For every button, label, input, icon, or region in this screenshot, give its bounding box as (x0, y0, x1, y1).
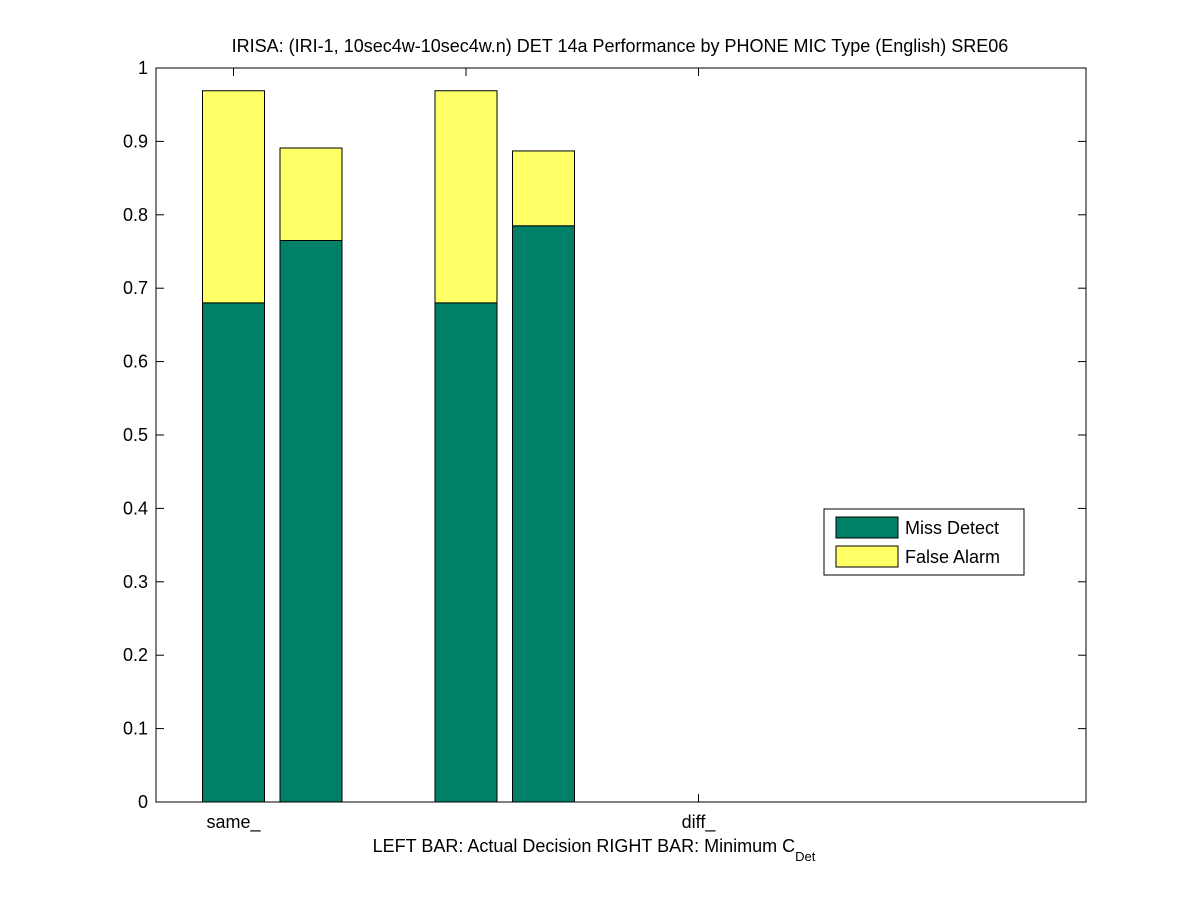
y-tick-label: 0.9 (123, 131, 148, 151)
y-tick-label: 0.2 (123, 645, 148, 665)
bars-group (202, 90, 575, 803)
y-tick-label: 0.5 (123, 425, 148, 445)
y-tick-label: 0.1 (123, 719, 148, 739)
legend-swatch-false-alarm (835, 545, 899, 568)
y-tick-label: 0.3 (123, 572, 148, 592)
y-tick-label: 0 (138, 792, 148, 812)
chart-title: IRISA: (IRI-1, 10sec4w-10sec4w.n) DET 14… (232, 36, 1009, 56)
bar-miss-detect (202, 302, 265, 803)
x-tick-labels: same_ diff_ (206, 812, 716, 833)
y-tick-labels: 0 0.1 0.2 0.3 0.4 0.5 0.6 0.7 0.8 0.9 1 (123, 58, 148, 812)
x-axis-label-subscript: Det (795, 849, 816, 864)
legend: Miss Detect False Alarm (823, 508, 1025, 576)
legend-swatch-miss-detect (835, 516, 899, 539)
legend-label-false-alarm: False Alarm (905, 547, 1000, 567)
bar-miss-detect (512, 225, 575, 803)
y-tick-label: 0.7 (123, 278, 148, 298)
bar-miss-detect (434, 302, 498, 803)
x-axis-label-main: LEFT BAR: Actual Decision RIGHT BAR: Min… (373, 836, 795, 856)
y-tick-label: 0.6 (123, 352, 148, 372)
y-tick-label: 0.8 (123, 205, 148, 225)
bar-false-alarm (434, 90, 498, 304)
y-tick-label: 1 (138, 58, 148, 78)
x-axis-label: LEFT BAR: Actual Decision RIGHT BAR: Min… (373, 836, 816, 864)
bar-false-alarm (202, 90, 265, 304)
y-tick-label: 0.4 (123, 498, 148, 518)
bar-false-alarm (279, 147, 343, 241)
x-tick-label: same_ (206, 812, 261, 833)
legend-label-miss-detect: Miss Detect (905, 518, 999, 538)
bar-false-alarm (512, 150, 575, 227)
x-tick-label: diff_ (682, 812, 717, 833)
bar-miss-detect (279, 239, 343, 803)
